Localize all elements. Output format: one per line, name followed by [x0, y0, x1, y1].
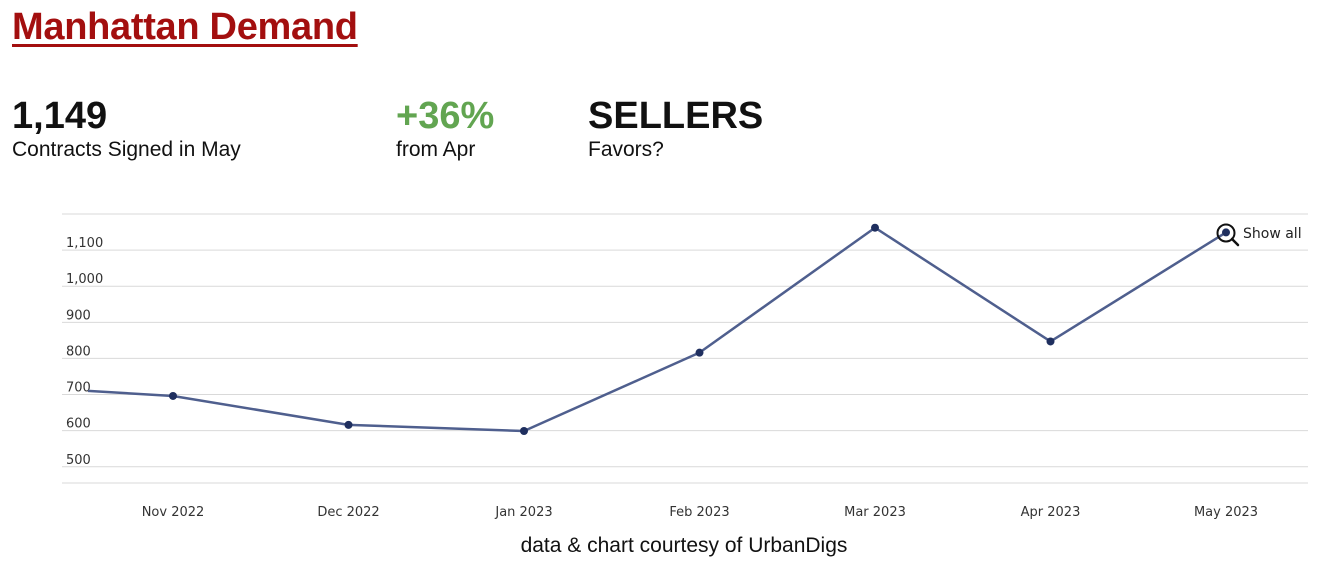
x-tick-label: Dec 2022	[317, 505, 379, 520]
contracts-stat: 1,149 Contracts Signed in May	[12, 96, 241, 164]
show-all-button[interactable]: Show all	[1216, 223, 1302, 247]
zoom-icon[interactable]	[1216, 223, 1236, 243]
favors-value: SELLERS	[588, 95, 764, 137]
data-point	[871, 223, 879, 232]
y-axis-ticks: 500 600 700 800 900 1,000 1,100	[66, 236, 103, 468]
x-axis-ticks: Nov 2022 Dec 2022 Jan 2023 Feb 2023 Mar 2023…	[142, 505, 1258, 520]
data-point	[520, 427, 528, 436]
x-tick-label: Mar 2023	[844, 505, 906, 520]
y-tick-label: 800	[66, 344, 91, 359]
chart-credit: data & chart courtesy of UrbanDigs	[520, 534, 848, 557]
y-tick-label: 900	[66, 308, 91, 323]
y-tick-label: 1,000	[66, 272, 103, 287]
y-tick-label: 500	[66, 453, 91, 468]
data-point	[695, 348, 704, 357]
contracts-label: Contracts Signed in May	[12, 138, 241, 161]
x-tick-label: Jan 2023	[494, 505, 552, 520]
data-point	[344, 420, 353, 429]
page-title: Manhattan Demand	[12, 6, 358, 48]
series-line	[87, 226, 1227, 433]
x-tick-label: May 2023	[1194, 505, 1258, 520]
favors-label: Favors?	[588, 138, 664, 161]
grid-lines	[62, 213, 1308, 484]
change-stat: +36% from Apr	[396, 96, 494, 164]
series-contracts	[87, 223, 1230, 436]
change-label: from Apr	[396, 138, 476, 161]
contracts-value: 1,149	[12, 95, 108, 137]
data-point	[1046, 337, 1055, 346]
x-tick-label: Apr 2023	[1021, 505, 1081, 520]
show-all-label[interactable]: Show all	[1243, 226, 1302, 242]
zoom-icon-handle	[1230, 237, 1240, 247]
x-tick-label: Feb 2023	[669, 505, 729, 520]
data-point	[169, 391, 177, 400]
y-tick-label: 1,100	[66, 236, 103, 251]
change-value: +36%	[396, 95, 495, 137]
y-tick-label: 600	[66, 417, 91, 432]
x-tick-label: Nov 2022	[142, 505, 205, 520]
demand-line-chart: 500 600 700 800 900 1,000 1,100 Nov 2022 Dec 20…	[62, 213, 1308, 520]
data-point	[1222, 228, 1230, 237]
favors-stat: SELLERS Favors?	[588, 96, 763, 164]
y-tick-label: 700	[66, 381, 91, 396]
